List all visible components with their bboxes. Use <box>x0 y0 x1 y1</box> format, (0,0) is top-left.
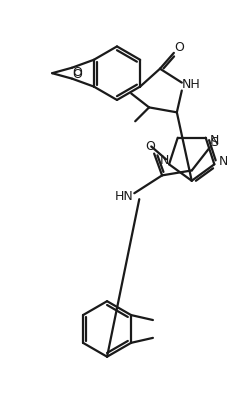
Text: O: O <box>72 68 81 81</box>
Text: O: O <box>173 41 183 54</box>
Text: HN: HN <box>115 190 133 203</box>
Text: S: S <box>209 136 217 149</box>
Text: N: N <box>209 134 218 147</box>
Text: N: N <box>159 154 168 167</box>
Text: O: O <box>145 140 154 153</box>
Text: N: N <box>218 155 227 168</box>
Text: O: O <box>72 66 81 79</box>
Text: NH: NH <box>180 78 199 91</box>
